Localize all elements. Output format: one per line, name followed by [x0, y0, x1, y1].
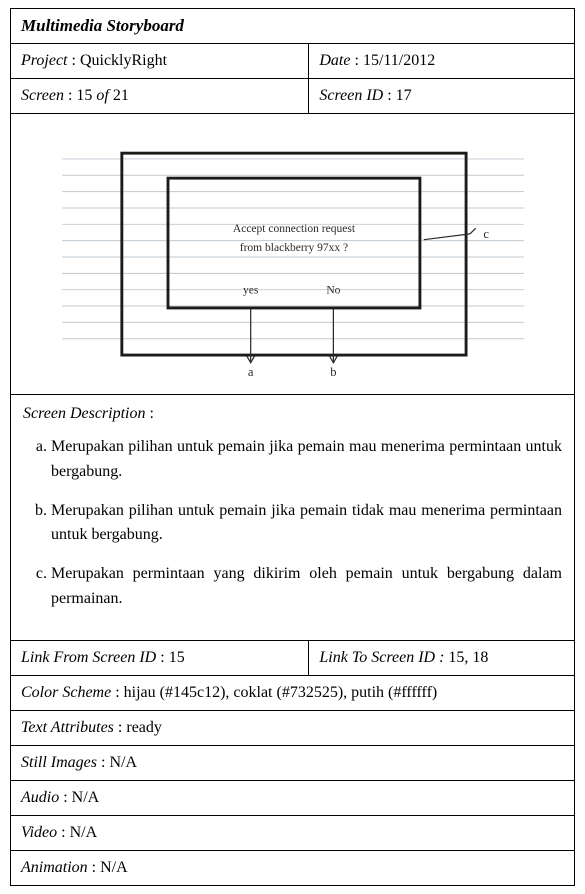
- colon: :: [354, 52, 362, 69]
- colon: :: [63, 789, 71, 806]
- project-value: QuicklyRight: [80, 52, 167, 69]
- list-item: Merupakan pilihan untuk pemain jika pema…: [51, 435, 562, 485]
- video-cell: Video : N/A: [11, 816, 574, 851]
- screen-label: Screen: [21, 87, 64, 104]
- screen-total: 21: [113, 87, 129, 104]
- link-from-value: 15: [169, 649, 185, 666]
- description-cell: Screen Description : Merupakan pilihan u…: [11, 395, 574, 641]
- link-to-value: 15, 18: [448, 649, 488, 666]
- colon: :: [72, 52, 80, 69]
- date-value: 15/11/2012: [363, 52, 435, 69]
- screen-cell: Screen : 15 of 21: [11, 79, 309, 114]
- colon: :: [160, 649, 168, 666]
- audio-label: Audio: [21, 789, 59, 806]
- wireframe-sketch: Accept connection request from blackberry…: [53, 132, 533, 382]
- text-attr-cell: Text Attributes : ready: [11, 711, 574, 746]
- screenid-value: 17: [396, 87, 412, 104]
- svg-text:b: b: [330, 365, 336, 379]
- colon: :: [439, 649, 448, 666]
- video-value: N/A: [70, 824, 98, 841]
- screen-of: of: [96, 87, 112, 104]
- svg-text:c: c: [483, 227, 489, 241]
- color-scheme-cell: Color Scheme : hijau (#145c12), coklat (…: [11, 676, 574, 711]
- screenid-cell: Screen ID : 17: [309, 79, 574, 114]
- still-images-label: Still Images: [21, 754, 97, 771]
- colon: :: [387, 87, 395, 104]
- link-to-cell: Link To Screen ID : 15, 18: [309, 641, 574, 676]
- sketch-cell: Accept connection request from blackberry…: [11, 114, 574, 395]
- description-list: Merupakan pilihan untuk pemain jika pema…: [23, 435, 562, 612]
- still-images-cell: Still Images : N/A: [11, 746, 574, 781]
- still-images-value: N/A: [109, 754, 137, 771]
- audio-value: N/A: [72, 789, 100, 806]
- storyboard-table: Multimedia Storyboard Project : QuicklyR…: [10, 8, 575, 886]
- list-item: Merupakan pilihan untuk pemain jika pema…: [51, 499, 562, 549]
- animation-value: N/A: [100, 859, 128, 876]
- text-attr-label: Text Attributes: [21, 719, 114, 736]
- link-to-label: Link To Screen ID: [319, 649, 435, 666]
- description-heading: Screen Description: [23, 405, 145, 422]
- svg-text:No: No: [326, 285, 340, 297]
- svg-text:from blackberry 97xx ?: from blackberry 97xx ?: [239, 242, 347, 254]
- video-label: Video: [21, 824, 57, 841]
- screenid-label: Screen ID: [319, 87, 383, 104]
- colon: :: [115, 684, 123, 701]
- project-label: Project: [21, 52, 68, 69]
- svg-text:yes: yes: [243, 285, 259, 297]
- colon: :: [149, 405, 153, 422]
- svg-text:a: a: [247, 365, 253, 379]
- colon: :: [61, 824, 69, 841]
- colon: :: [92, 859, 100, 876]
- link-from-cell: Link From Screen ID : 15: [11, 641, 309, 676]
- date-label: Date: [319, 52, 350, 69]
- animation-label: Animation: [21, 859, 88, 876]
- animation-cell: Animation : N/A: [11, 851, 574, 885]
- link-from-label: Link From Screen ID: [21, 649, 156, 666]
- title-text: Multimedia Storyboard: [21, 16, 184, 35]
- color-scheme-label: Color Scheme: [21, 684, 111, 701]
- text-attr-value: ready: [126, 719, 162, 736]
- svg-text:Accept connection request: Accept connection request: [232, 223, 355, 235]
- date-cell: Date : 15/11/2012: [309, 44, 574, 79]
- list-item: Merupakan permintaan yang dikirim oleh p…: [51, 562, 562, 612]
- color-scheme-value: hijau (#145c12), coklat (#732525), putih…: [124, 684, 438, 701]
- table-title: Multimedia Storyboard: [11, 9, 574, 44]
- screen-value: 15: [76, 87, 92, 104]
- project-cell: Project : QuicklyRight: [11, 44, 309, 79]
- audio-cell: Audio : N/A: [11, 781, 574, 816]
